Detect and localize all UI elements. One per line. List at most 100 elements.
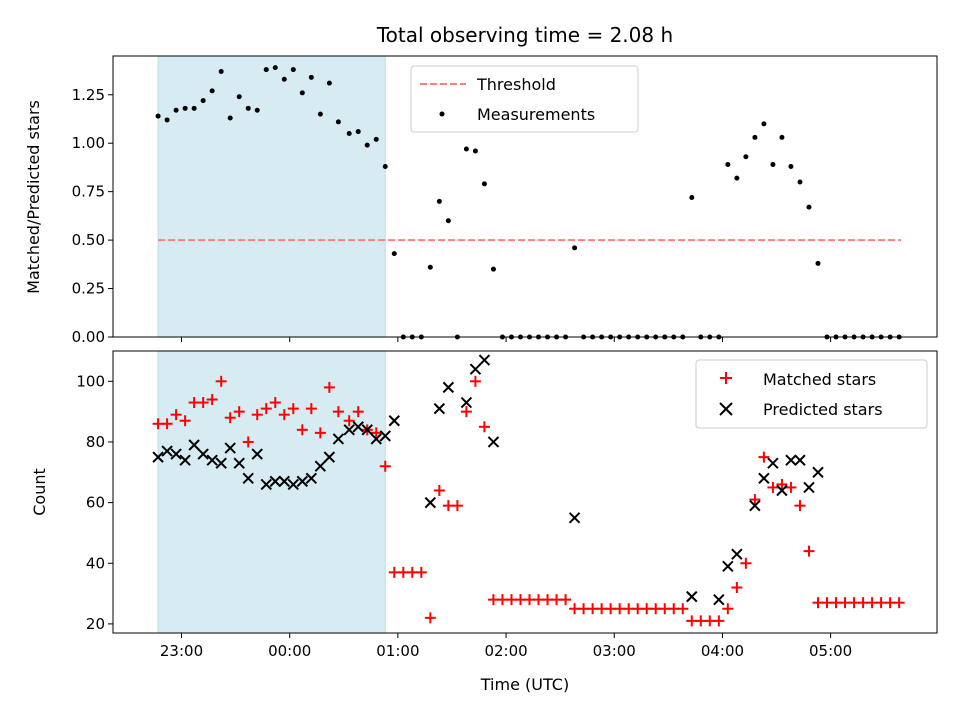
- measurement-point: [382, 163, 388, 169]
- predicted-star-point: [686, 590, 698, 603]
- bottom-y-tick-label: 80: [86, 433, 105, 451]
- predicted-star-point: [758, 472, 770, 485]
- measurement-points: [155, 65, 902, 340]
- matched-star-point: [794, 500, 806, 512]
- bottom-y-tick-label: 20: [86, 615, 105, 633]
- top-y-tick-label: 1.00: [72, 134, 105, 152]
- measurement-point: [227, 115, 233, 121]
- top-y-tick-label: 0.50: [72, 231, 105, 249]
- measurement-point: [191, 105, 197, 111]
- measurement-point: [364, 142, 370, 148]
- predicted-star-point: [713, 593, 725, 606]
- predicted-star-point: [433, 402, 446, 415]
- matched-star-point: [893, 597, 905, 609]
- predicted-star-point: [215, 457, 227, 469]
- measurement-point: [355, 129, 361, 135]
- legend-predicted-swatch: [719, 402, 733, 416]
- predicted-star-point: [487, 436, 500, 448]
- matched-star-point: [713, 615, 725, 627]
- x-axis-label: Time (UTC): [480, 675, 569, 694]
- predicted-star-point: [242, 472, 254, 485]
- predicted-star-point: [568, 512, 581, 524]
- matched-star-point: [776, 478, 788, 490]
- legend-measurements-label: Measurements: [477, 105, 595, 124]
- matched-star-point: [767, 481, 779, 493]
- matched-star-point: [269, 397, 281, 409]
- predicted-star-point: [197, 448, 209, 460]
- matched-star-point: [803, 545, 815, 557]
- measurement-point: [572, 245, 578, 251]
- predicted-star-point: [767, 457, 779, 469]
- predicted-star-point: [731, 548, 743, 560]
- matched-star-point: [215, 375, 227, 387]
- legend-matched-label: Matched stars: [763, 370, 876, 389]
- matched-star-point: [460, 406, 472, 418]
- measurement-point: [391, 251, 397, 257]
- matched-stars-points: [152, 375, 905, 627]
- matched-star-point: [179, 415, 191, 427]
- matched-star-point: [740, 557, 752, 569]
- predicted-star-point: [442, 381, 455, 394]
- predicted-star-point: [478, 354, 491, 366]
- measurement-point: [335, 119, 341, 125]
- x-tick-label: 05:00: [809, 642, 852, 660]
- matched-star-point: [278, 409, 290, 421]
- matched-star-point: [287, 403, 299, 415]
- top-panel: 0.00 0.25 0.50 0.75 1.00 1.25 Total observing…: [24, 23, 938, 346]
- bottom-y-tick-label: 60: [86, 494, 105, 512]
- matched-star-point: [731, 582, 743, 594]
- bottom-shaded-interval: [157, 350, 386, 634]
- matched-star-point: [722, 603, 734, 615]
- matched-star-point: [469, 375, 481, 387]
- legend-threshold-label: Threshold: [476, 75, 556, 94]
- predicted-stars-points: [152, 354, 824, 606]
- bottom-x-axis-ticks: 23:00 00:00 01:00 02:00 03:00 04:00 05:00: [160, 633, 852, 660]
- predicted-star-point: [361, 424, 373, 436]
- measurement-point: [427, 264, 433, 270]
- predicted-star-point: [179, 454, 191, 466]
- top-y-tick-label: 0.75: [72, 183, 105, 201]
- bottom-y-axis-ticks: 20 40 60 80 100: [76, 372, 113, 633]
- top-plot-frame: [112, 55, 938, 338]
- matched-star-point: [451, 500, 463, 512]
- measurement-point: [263, 67, 269, 73]
- predicted-star-point: [370, 433, 382, 445]
- measurement-point: [815, 260, 821, 266]
- x-tick-label: 03:00: [593, 642, 636, 660]
- measurement-point: [164, 117, 170, 123]
- predicted-star-point: [794, 454, 806, 466]
- matched-star-point: [415, 566, 427, 578]
- matched-star-point: [352, 406, 364, 418]
- bottom-legend-box: [695, 359, 928, 429]
- matched-star-point: [305, 403, 317, 415]
- predicted-star-point: [224, 442, 236, 454]
- measurement-point: [299, 90, 305, 96]
- matched-star-point: [233, 406, 245, 418]
- bottom-y-tick-label: 40: [86, 554, 105, 572]
- measurement-point: [281, 76, 287, 82]
- measurement-point: [770, 162, 776, 168]
- measurement-point: [788, 163, 794, 169]
- measurement-point: [272, 65, 278, 71]
- top-y-axis-ticks: 0.00 0.25 0.50 0.75 1.00 1.25: [72, 86, 113, 346]
- measurement-point: [155, 113, 161, 119]
- matched-star-point: [749, 494, 761, 506]
- predicted-star-point: [161, 445, 173, 457]
- measurement-point: [326, 80, 332, 86]
- bottom-panel: 20 40 60 80 100 23:00 00:00 01:00 02:00 03:00 04:…: [30, 350, 938, 694]
- matched-star-point: [323, 381, 335, 393]
- predicted-star-point: [251, 448, 263, 460]
- chart-title: Total observing time = 2.08 h: [376, 23, 673, 47]
- measurement-point: [734, 175, 740, 181]
- top-y-axis-label: Matched/Predicted stars: [24, 100, 43, 294]
- predicted-star-point: [803, 481, 815, 494]
- predicted-star-point: [749, 499, 761, 512]
- predicted-star-point: [170, 448, 182, 460]
- matched-star-point: [424, 612, 436, 624]
- matched-star-point: [758, 451, 770, 463]
- x-tick-label: 23:00: [160, 642, 203, 660]
- measurement-point: [472, 148, 478, 154]
- measurement-point: [173, 107, 179, 113]
- measurement-point: [218, 69, 224, 75]
